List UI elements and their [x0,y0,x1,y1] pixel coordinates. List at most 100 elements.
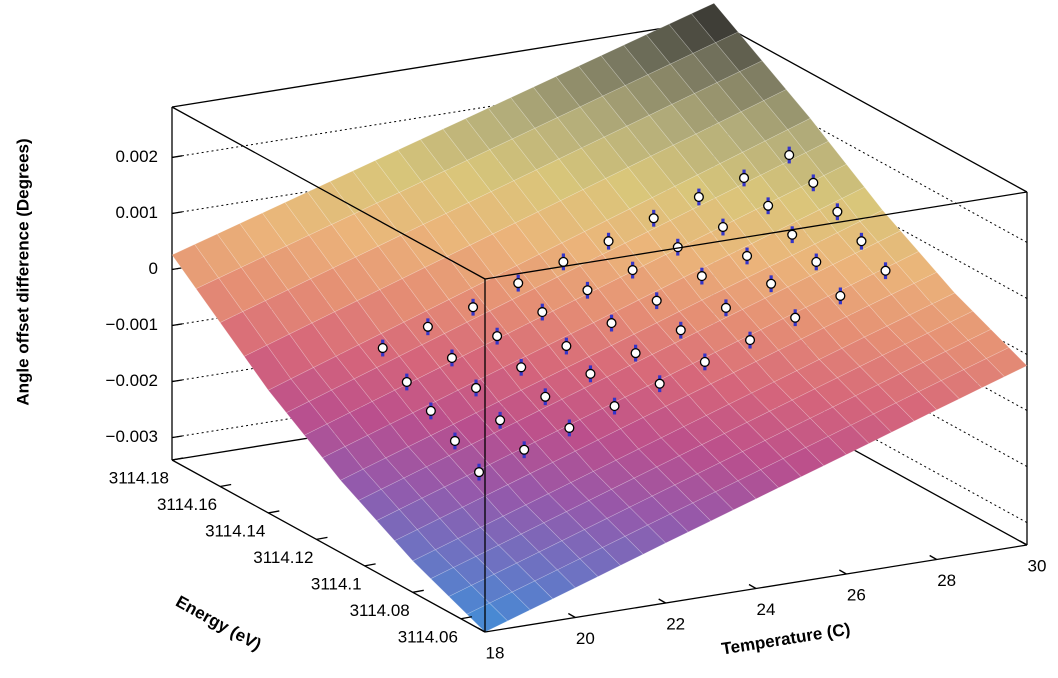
surface-layer [171,2,1028,633]
points-layer [377,146,891,481]
surface-cell [561,231,603,267]
y-tick [412,589,424,593]
data-point [835,290,846,301]
surface-cell [606,506,649,537]
data-point [470,382,482,394]
y-tick-label: 3114.06 [398,627,458,646]
x-tick-label: 30 [1028,556,1047,575]
x-tick [1019,540,1028,546]
x-tick [748,583,757,590]
z-tick-label: 0.002 [115,147,158,166]
data-point [627,265,638,276]
data-point [609,401,620,412]
x-axis-title: Temperature (C) [720,619,851,658]
data-point [537,307,548,318]
surface-cell [556,558,599,589]
surface-cell [651,484,694,515]
surface-cell [466,602,509,633]
data-point [606,318,617,329]
data-point [766,278,777,289]
x-tick [658,598,666,604]
data-point [717,221,729,233]
x-tick-label: 18 [486,643,505,662]
data-point [564,422,575,433]
data-point [654,378,665,389]
box-edge [484,191,1028,280]
surface-cell [303,423,346,459]
data-point [744,335,756,346]
surface-cell [615,448,658,479]
box-edge [171,106,486,280]
surface-cell [561,529,603,560]
data-point [468,302,479,313]
data-point [540,391,551,402]
y-tick-label: 3114.14 [205,521,265,540]
box-edge [171,19,715,108]
y-tick-label: 3114.12 [253,548,313,567]
surface-cell [760,458,802,489]
y-axis-title: Energy (eV) [173,592,265,654]
data-point [811,256,822,267]
data-point [832,206,843,217]
surface-cell [195,277,244,323]
x-tick [568,612,576,619]
y-tick [220,483,232,488]
data-point [561,340,572,352]
surface-cell [696,462,739,493]
surface-cell [484,333,527,368]
data-point [808,177,819,188]
x-tick-label: 28 [937,571,956,590]
data-point [582,285,593,296]
data-point [513,278,524,289]
data-point [693,191,704,203]
z-tick-label: 0 [149,259,158,278]
data-point [856,236,867,247]
data-point [492,331,503,342]
data-point [516,362,527,373]
data-point [880,265,891,276]
y-tick-label: 3114.1 [311,574,362,593]
data-point [558,256,569,267]
surface-cell [412,549,454,580]
data-point [425,405,436,416]
surface-cell [538,540,581,571]
data-point [473,467,485,478]
surface-cell [520,522,563,553]
x-tick [839,569,847,575]
data-point [377,342,388,354]
data-point [585,368,596,379]
surface-cell [660,426,703,457]
data-point [651,295,662,306]
y-axis [171,459,486,633]
y-tick [364,563,376,567]
data-point [763,200,774,211]
surface-cell [502,504,545,535]
z-tick-label: −0.002 [106,371,158,390]
front-layer: 18 20 22 24 26 28 30 3114.06 3114.08 3114.1 3114.1… [109,106,1047,662]
data-point [422,321,433,332]
y-tick [316,536,328,541]
surface-cell [805,436,847,467]
data-point [630,348,641,359]
data-point [720,302,731,313]
x-tick-label: 26 [847,585,866,604]
y-tick-label: 3114.08 [350,601,410,620]
data-point [741,250,753,262]
surface-cell [751,381,793,412]
x-tick [477,627,486,633]
z-axis-title: Angle offset difference (Degrees) [13,138,32,405]
y-tick-label: 3114.18 [109,468,169,487]
surface-cell [601,535,644,566]
z-tick-label: −0.003 [106,427,158,446]
x-tick-label: 22 [666,614,685,633]
y-tick [171,457,184,461]
x-tick-label: 20 [576,629,595,648]
surface-cell [624,524,667,555]
data-point [787,229,798,240]
x-tick-label: 24 [757,600,776,619]
surface-cell [313,355,355,391]
data-point [739,172,750,184]
grid-line [171,69,715,158]
surface-cell [267,378,310,414]
